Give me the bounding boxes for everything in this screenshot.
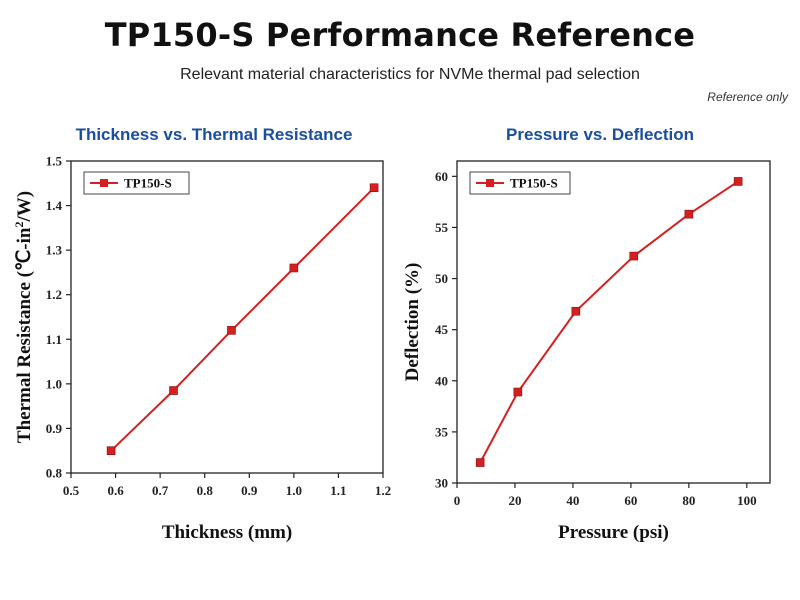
chart-title: Thickness vs. Thermal Resistance	[76, 125, 353, 144]
data-point	[289, 263, 299, 273]
legend-label: TP150-S	[510, 176, 558, 191]
legend: TP150-S	[469, 171, 571, 195]
chart-panel-1: Thickness vs. Thermal Resistance 0.5 0.6 0.…	[12, 125, 391, 543]
y-tick-label: 1.5	[46, 154, 63, 169]
data-point	[227, 326, 236, 335]
y-tick-label: 35	[435, 424, 449, 439]
chart-panel-2: Pressure vs. Deflection 0 20 40 60 80 100 30 35 4…	[402, 125, 771, 543]
plot-frame	[70, 160, 384, 474]
series-line	[110, 186, 375, 452]
x-tick-label: 40	[566, 493, 579, 508]
data-point	[169, 386, 178, 395]
legend-marker	[100, 179, 108, 187]
x-tick-label: 0.5	[63, 483, 80, 498]
page-title: TP150-S Performance Reference	[104, 16, 696, 54]
y-tick-label: 1.1	[46, 332, 62, 347]
data-point	[733, 177, 743, 186]
legend-box	[469, 171, 571, 195]
y-tick-label: 0.8	[46, 466, 63, 481]
data-point	[629, 251, 639, 261]
legend-box	[83, 171, 190, 195]
legend: TP150-S	[83, 171, 190, 195]
page-subtitle: Relevant material characteristics for NV…	[180, 66, 640, 83]
y-tick-label: 60	[435, 169, 448, 184]
x-tick-label: 0.7	[152, 483, 169, 498]
x-tick-label: 1.2	[375, 483, 391, 498]
legend-label: TP150-S	[124, 176, 172, 191]
data-point	[475, 458, 485, 467]
x-tick-label: 60	[624, 493, 637, 508]
data-point	[684, 209, 694, 219]
x-axis-label: Thickness (mm)	[162, 522, 292, 543]
y-axis-label: Deflection (%)	[402, 263, 423, 382]
y-axis-label-superscript: 2	[12, 222, 26, 228]
y-tick-label: 40	[435, 373, 448, 388]
y-tick-label: 1.2	[46, 287, 62, 302]
x-tick-label: 0.6	[107, 483, 124, 498]
y-axis-label: Thermal Resistance (℃-in2/W)	[12, 191, 35, 443]
data-point	[106, 446, 116, 456]
y-axis-label-main: Thermal Resistance (℃-in	[14, 227, 35, 443]
plot-frame	[456, 160, 771, 484]
y-axis-label-tail: /W)	[14, 191, 35, 223]
x-tick-label: 0.9	[241, 483, 258, 498]
y-tick-label: 1.3	[46, 243, 63, 258]
x-axis-label: Pressure (psi)	[558, 522, 669, 543]
reference-note: Reference only	[707, 90, 788, 104]
series-line	[479, 180, 739, 464]
chart-title: Pressure vs. Deflection	[506, 125, 694, 144]
y-tick-label: 30	[435, 476, 448, 491]
x-tick-label: 20	[508, 493, 521, 508]
y-tick-label: 45	[435, 322, 449, 337]
x-tick-label: 80	[682, 493, 695, 508]
data-point	[369, 183, 379, 193]
data-point	[513, 387, 523, 397]
y-tick-label: 55	[435, 220, 449, 235]
x-tick-label: 1.0	[286, 483, 302, 498]
x-tick-label: 0.8	[197, 483, 214, 498]
y-tick-label: 1.4	[46, 198, 63, 213]
y-tick-label: 50	[435, 271, 448, 286]
x-tick-label: 0	[454, 493, 461, 508]
data-point	[571, 306, 581, 316]
legend-marker	[486, 179, 494, 187]
y-tick-label: 0.9	[46, 421, 63, 436]
y-tick-label: 1.0	[46, 376, 62, 391]
x-tick-label: 1.1	[330, 483, 346, 498]
x-tick-label: 100	[737, 493, 757, 508]
